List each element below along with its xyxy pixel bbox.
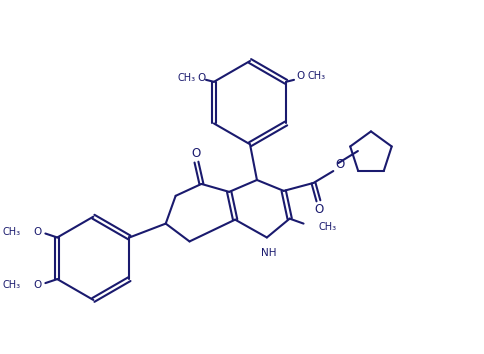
Text: CH₃: CH₃	[177, 73, 195, 83]
Text: NH: NH	[261, 249, 276, 258]
Text: CH₃: CH₃	[2, 227, 21, 236]
Text: O: O	[335, 158, 345, 171]
Text: O: O	[297, 71, 305, 81]
Text: O: O	[315, 203, 324, 216]
Text: CH₃: CH₃	[308, 71, 326, 81]
Text: O: O	[192, 147, 201, 160]
Text: O: O	[33, 280, 42, 290]
Text: CH₃: CH₃	[2, 280, 21, 290]
Text: CH₃: CH₃	[318, 222, 336, 232]
Text: O: O	[33, 227, 42, 236]
Text: O: O	[197, 73, 205, 83]
